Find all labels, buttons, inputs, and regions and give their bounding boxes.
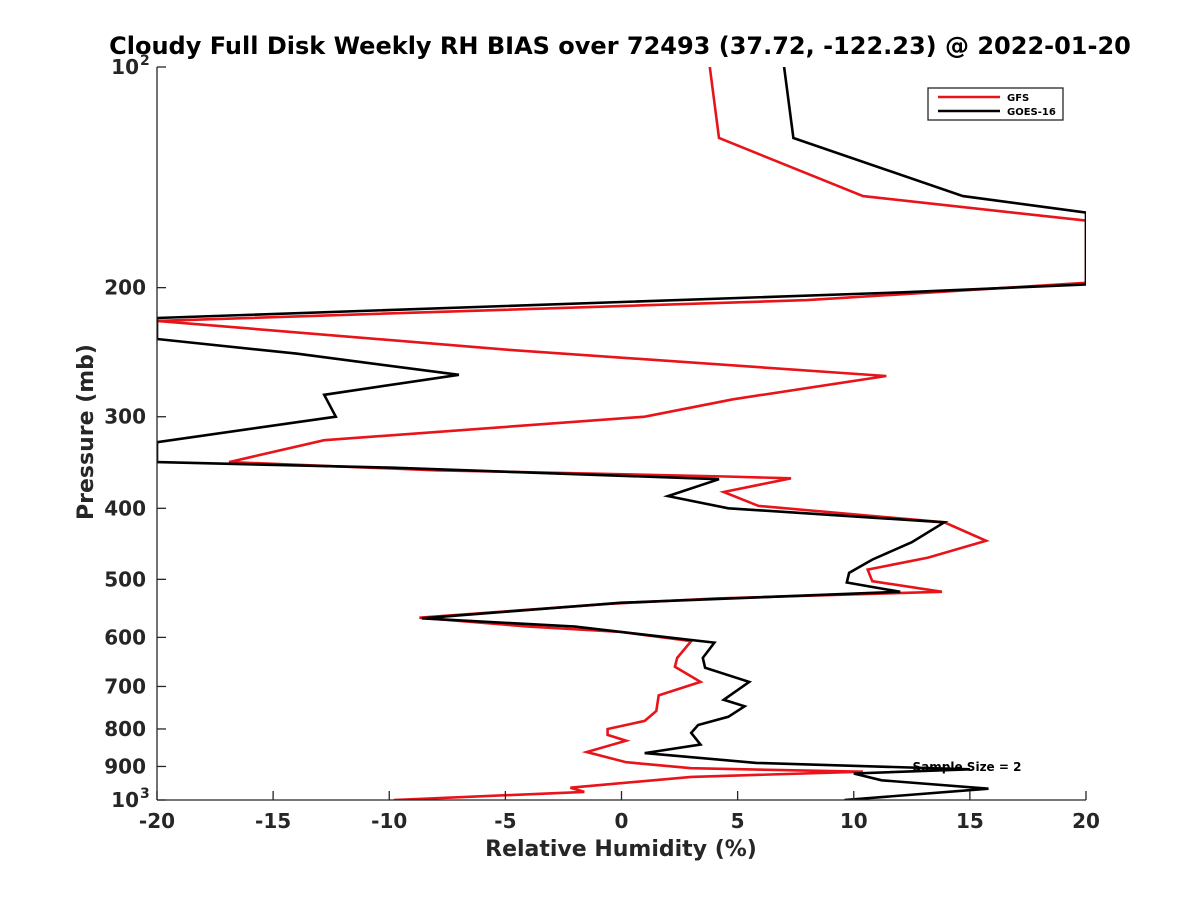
y-tick-label: 200 [104, 276, 146, 300]
sample-size-annotation: Sample Size = 2 [913, 760, 1022, 774]
x-tick-label: 10 [840, 809, 868, 833]
y-tick-label: 800 [104, 717, 146, 741]
plot-lines [157, 67, 1086, 800]
legend-label: GOES-16 [1007, 107, 1056, 118]
y-tick-label: 400 [104, 496, 146, 520]
y-tick-label: 900 [104, 754, 146, 778]
chart-title: Cloudy Full Disk Weekly RH BIAS over 724… [109, 32, 1131, 60]
x-tick-label: -20 [139, 809, 175, 833]
x-tick-label: -10 [371, 809, 407, 833]
y-tick-exponent: 3 [140, 786, 150, 802]
x-tick-label: 5 [731, 809, 745, 833]
y-tick-label: 10 [111, 788, 139, 812]
x-tick-label: 0 [615, 809, 629, 833]
y-tick-label: 700 [104, 674, 146, 698]
x-tick-label: -5 [494, 809, 516, 833]
x-tick-label: 15 [956, 809, 984, 833]
y-tick-label: 300 [104, 405, 146, 429]
y-tick-label: 10 [111, 55, 139, 79]
series-line-gfs [157, 67, 1086, 800]
legend: GFS GOES-16 [927, 87, 1064, 121]
legend-label: GFS [1007, 93, 1029, 104]
series-line-goes-16 [157, 67, 1086, 800]
x-axis-label: Relative Humidity (%) [485, 837, 757, 862]
y-axis-label: Pressure (mb) [74, 344, 99, 520]
y-tick-exponent: 2 [140, 53, 150, 69]
y-tick-label: 500 [104, 567, 146, 591]
x-tick-label: 20 [1072, 809, 1100, 833]
x-tick-label: -15 [255, 809, 291, 833]
y-tick-label: 600 [104, 625, 146, 649]
legend-box [927, 87, 1064, 121]
